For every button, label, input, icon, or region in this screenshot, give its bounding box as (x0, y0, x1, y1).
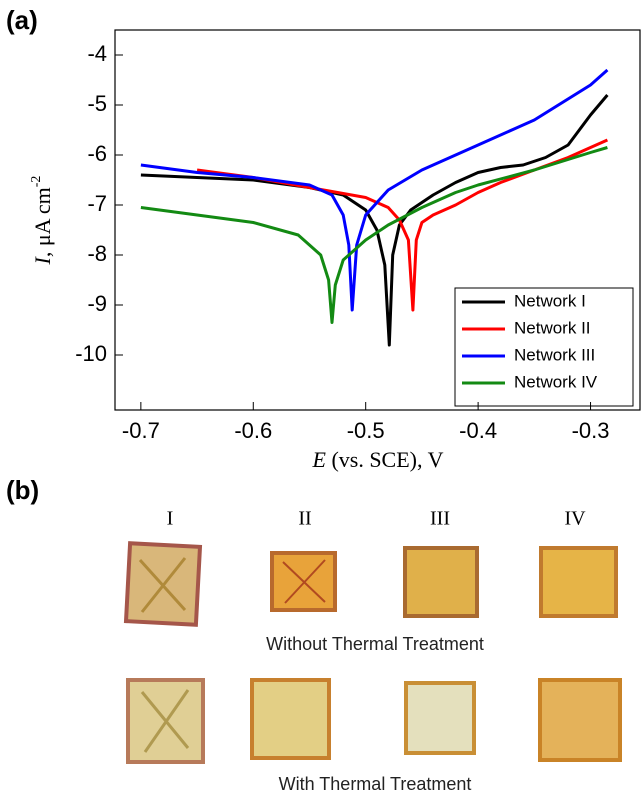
y-tick-label: -7 (87, 191, 107, 216)
y-tick-label: -9 (87, 291, 107, 316)
y-tick-label: -5 (87, 91, 107, 116)
x-tick-label: -0.5 (347, 418, 385, 443)
y-tick-label: -6 (87, 141, 107, 166)
y-tick-label: -8 (87, 241, 107, 266)
x-tick-label: -0.4 (459, 418, 497, 443)
sample (406, 683, 474, 753)
x-text: (vs. SCE), V (326, 447, 444, 472)
x-symbol: E (311, 447, 326, 472)
y-axis-label: I, μA cm-2 (29, 176, 55, 266)
column-label: I (167, 508, 174, 530)
data-line (141, 70, 608, 310)
sample (541, 548, 616, 616)
legend-label: Network III (514, 345, 595, 364)
column-label: IV (564, 508, 586, 530)
sample (405, 548, 477, 616)
legend-label: Network IV (514, 372, 598, 391)
x-tick-label: -0.3 (572, 418, 610, 443)
sample (252, 680, 329, 758)
legend-label: Network I (514, 291, 586, 310)
y-text: , μA cm (30, 187, 55, 257)
sample (540, 680, 620, 760)
x-axis-label: E (vs. SCE), V (311, 447, 443, 472)
x-tick-label: -0.7 (122, 418, 160, 443)
row-caption: Without Thermal Treatment (266, 634, 484, 654)
y-tick-label: -4 (87, 41, 107, 66)
page: (a) E (vs. SCE), V I, μA cm-2 Network IN… (0, 0, 641, 798)
panel-label: (b) (6, 475, 39, 505)
x-tick-label: -0.6 (234, 418, 272, 443)
row-caption: With Thermal Treatment (279, 774, 472, 794)
panel-label: (a) (6, 5, 38, 35)
legend-label: Network II (514, 318, 591, 337)
y-superscript: -2 (29, 176, 44, 188)
column-label: III (430, 508, 450, 530)
column-label: II (298, 508, 311, 530)
y-tick-label: -10 (75, 341, 107, 366)
figure: (a) E (vs. SCE), V I, μA cm-2 Network IN… (0, 0, 641, 798)
